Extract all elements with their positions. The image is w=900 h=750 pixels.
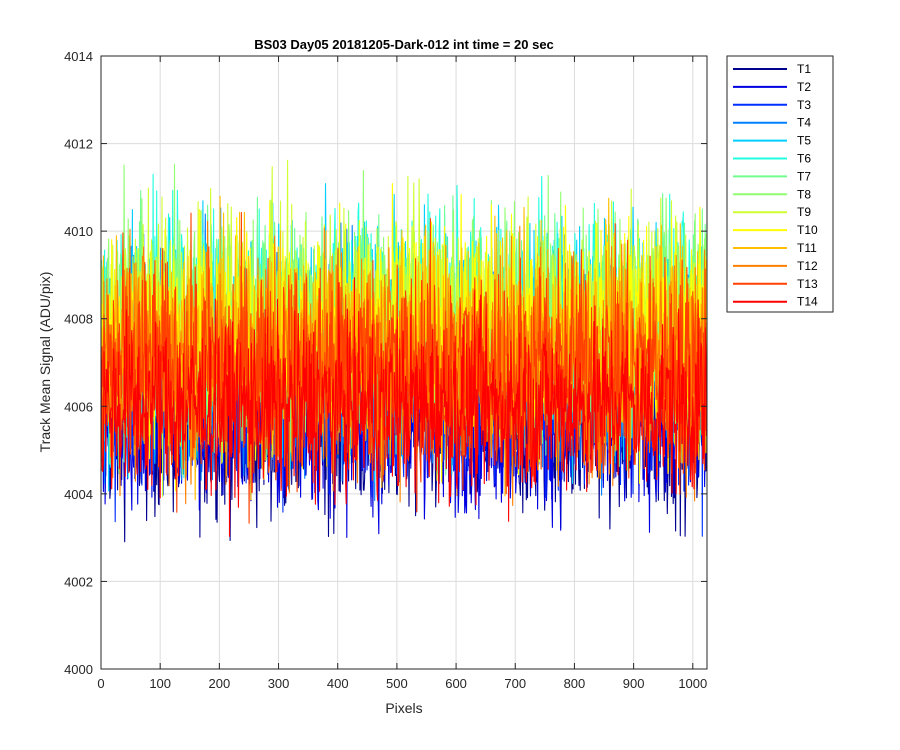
legend-label-t14: T14 xyxy=(797,295,818,309)
legend-label-t11: T11 xyxy=(797,241,817,255)
series-line-t14 xyxy=(100,277,708,537)
legend-label-t6: T6 xyxy=(797,152,811,166)
x-tick-label: 500 xyxy=(386,676,408,691)
legend-label-t1: T1 xyxy=(797,62,811,76)
legend-label-t10: T10 xyxy=(797,223,818,237)
y-tick-label: 4012 xyxy=(64,137,93,152)
x-tick-label: 100 xyxy=(149,676,171,691)
y-tick-label: 4000 xyxy=(64,662,93,677)
series-lines xyxy=(100,159,708,543)
legend-label-t2: T2 xyxy=(797,80,811,94)
legend-label-t5: T5 xyxy=(797,134,811,148)
x-tick-label: 800 xyxy=(564,676,586,691)
legend-label-t8: T8 xyxy=(797,187,811,201)
x-tick-label: 700 xyxy=(504,676,526,691)
plot-frame xyxy=(100,55,708,670)
axis-ticks xyxy=(100,55,707,670)
legend-label-t9: T9 xyxy=(797,205,811,219)
y-tick-label: 4002 xyxy=(64,574,93,589)
x-tick-labels: 0 100 200 300 400 500 600 700 800 900 1000 xyxy=(97,676,707,691)
legend-label-t12: T12 xyxy=(797,259,818,273)
legend: T1 T2 T3 T4 T5 T6 T7 T8 T9 T10 T11 T12 T13 T14 xyxy=(726,55,834,313)
x-tick-label: 1000 xyxy=(678,676,707,691)
legend-label-t13: T13 xyxy=(797,277,818,291)
y-tick-label: 4010 xyxy=(64,224,93,239)
legend-label-t3: T3 xyxy=(797,98,811,112)
x-tick-label: 900 xyxy=(623,676,645,691)
y-tick-label: 4004 xyxy=(64,487,93,502)
x-axis-label: Pixels xyxy=(385,700,422,716)
y-tick-label: 4014 xyxy=(64,49,93,64)
legend-label-t4: T4 xyxy=(797,116,811,130)
legend-box xyxy=(726,55,834,313)
legend-label-t7: T7 xyxy=(797,169,811,183)
y-tick-label: 4006 xyxy=(64,399,93,414)
x-tick-label: 600 xyxy=(445,676,467,691)
x-tick-label: 0 xyxy=(97,676,104,691)
y-tick-labels: 4000 4002 4004 4006 4008 4010 4012 4014 xyxy=(64,49,93,677)
x-tick-label: 200 xyxy=(209,676,231,691)
y-axis-label: Track Mean Signal (ADU/pix) xyxy=(37,272,53,453)
y-tick-label: 4008 xyxy=(64,312,93,327)
chart-title: BS03 Day05 20181205-Dark-012 int time = … xyxy=(254,37,554,52)
x-tick-label: 400 xyxy=(327,676,349,691)
x-tick-label: 300 xyxy=(268,676,290,691)
